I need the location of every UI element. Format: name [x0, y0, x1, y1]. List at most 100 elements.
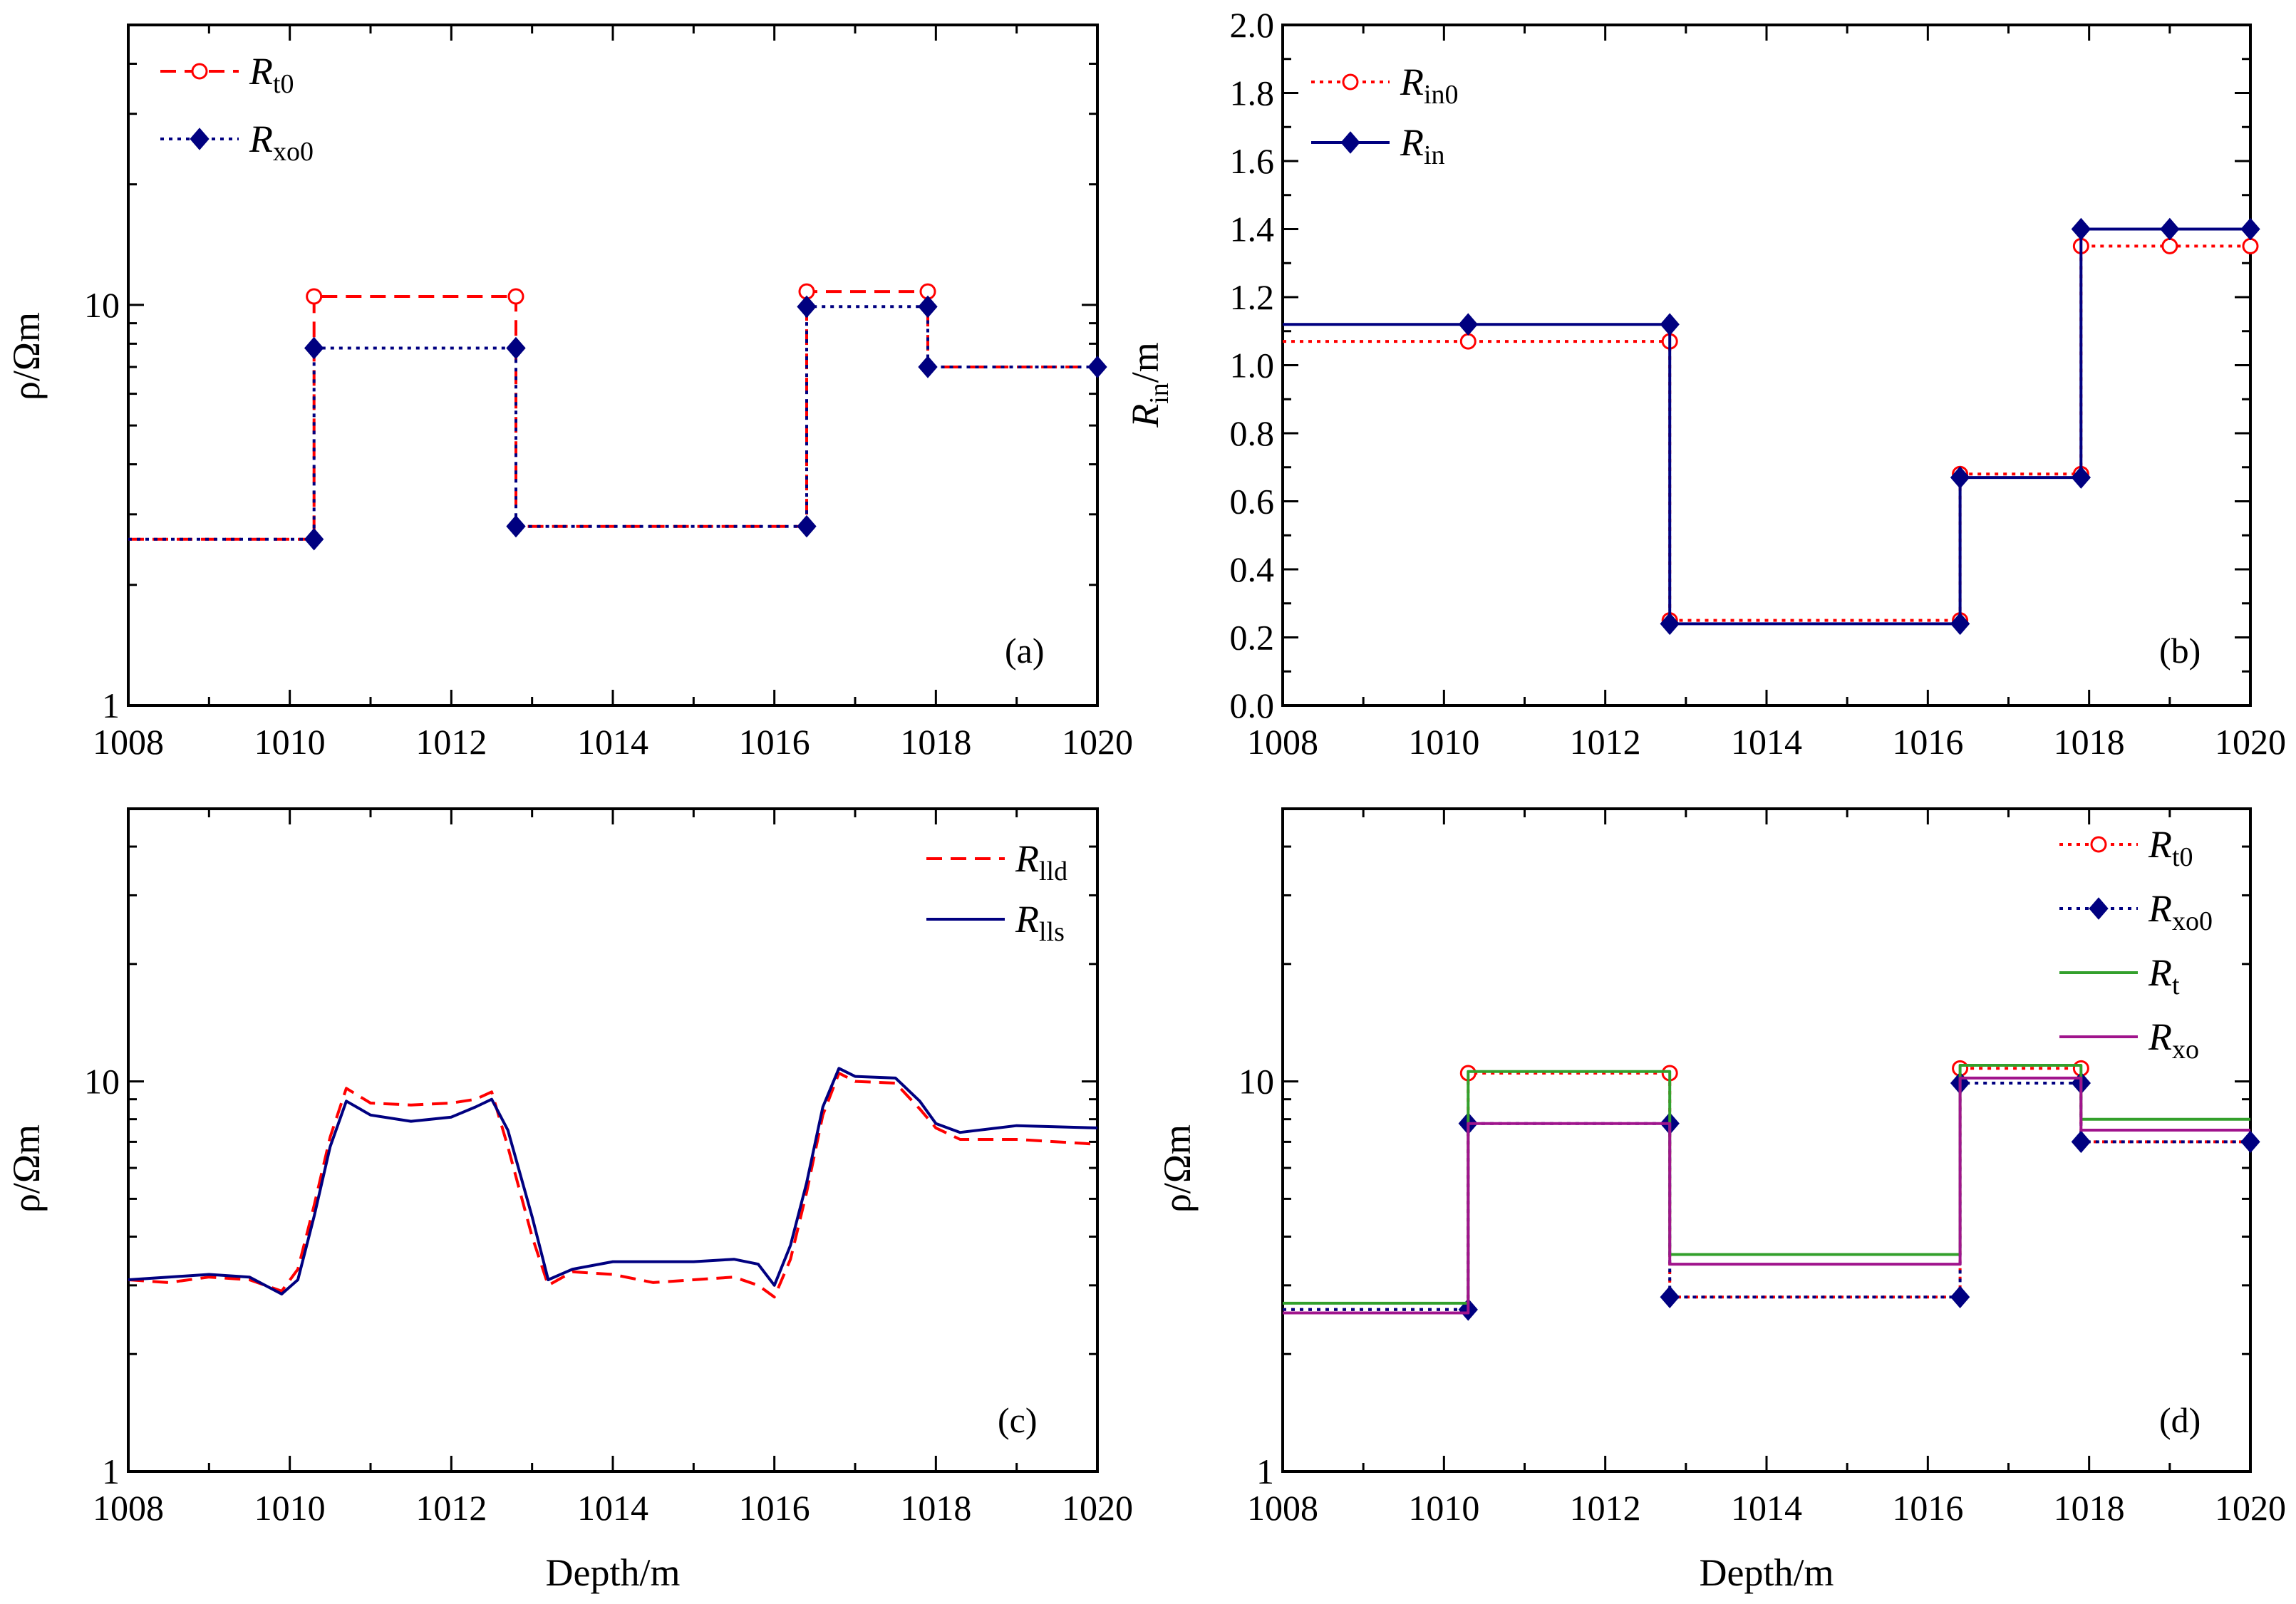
- x-tick-label: 1014: [577, 722, 648, 762]
- data-point: [1459, 333, 1477, 350]
- x-tick-label: 1018: [900, 1488, 971, 1528]
- data-point: [2160, 217, 2180, 241]
- y-axis-label: ρ/Ωm: [5, 312, 48, 400]
- legend-label-main: R: [249, 118, 273, 160]
- legend-label-main: R: [2148, 1015, 2172, 1058]
- panel-label: (b): [2159, 631, 2201, 671]
- legend-item-rxo0: Rxo0: [2059, 887, 2213, 936]
- data-point: [304, 527, 324, 551]
- data-point: [918, 356, 938, 378]
- x-tick-label: 1012: [1570, 722, 1641, 762]
- data-point: [797, 295, 817, 319]
- series-line: [128, 290, 1097, 541]
- data-point: [797, 514, 817, 538]
- legend-label: Rxo0: [249, 118, 314, 167]
- legend-marker: [2089, 897, 2109, 920]
- legend-item-rxo0: Rxo0: [160, 118, 314, 167]
- legend-label-sub: in: [1424, 140, 1445, 170]
- data-point: [2071, 1130, 2091, 1154]
- x-tick-label: 1008: [1247, 722, 1318, 762]
- legend-label-sub: t0: [2172, 842, 2193, 872]
- y-tick-label: 10: [1239, 1062, 1274, 1102]
- legend-item-rt0: Rt0: [160, 50, 294, 99]
- data-point: [2161, 237, 2178, 254]
- legend-marker: [1340, 131, 1360, 154]
- x-tick-label: 1014: [1731, 1488, 1802, 1528]
- y-tick-label: 1.0: [1230, 346, 1275, 386]
- x-tick-label: 1020: [1062, 722, 1133, 762]
- data-point: [1660, 612, 1680, 636]
- legend-label: Rin0: [1400, 61, 1459, 110]
- legend-label-sub: lls: [1039, 917, 1065, 947]
- series-line: [128, 1067, 1098, 1295]
- data-point: [1950, 1285, 1970, 1308]
- series-line: [1283, 1064, 2250, 1305]
- plot-frame: [127, 807, 1099, 1473]
- x-tick-label: 1008: [93, 1488, 164, 1528]
- chart-panel-d: 1008 1010 1012 1014 1016 1018 1020 1 10 ρ/Ωm Depth…: [1156, 807, 2286, 1594]
- data-point: [304, 336, 324, 360]
- series-line: [1283, 1082, 2250, 1311]
- x-tick-label: 1018: [900, 722, 971, 762]
- series-rt0: [1283, 1060, 2250, 1311]
- y-tick-label: 1: [1256, 1452, 1274, 1491]
- legend-label-main: R: [2148, 823, 2172, 866]
- legend-label-main: R: [2148, 951, 2172, 994]
- data-point: [1458, 313, 1478, 336]
- legend-label-sub: t0: [273, 69, 294, 99]
- x-tick-label: 1008: [93, 722, 164, 762]
- y-axis-label-main: R: [1124, 404, 1167, 428]
- data-point: [1950, 612, 1970, 636]
- series-rt0: [128, 283, 1097, 541]
- x-tick-label: 1020: [2215, 1488, 2286, 1528]
- y-tick-label: 1.6: [1230, 141, 1275, 181]
- legend-label-main: R: [1015, 898, 1039, 941]
- y-axis-label: ρ/Ωm: [5, 1124, 48, 1213]
- series-line: [128, 1072, 1098, 1299]
- x-tick-label: 1012: [415, 722, 487, 762]
- legend-label-sub: t: [2172, 971, 2180, 1000]
- legend-label-main: R: [2148, 887, 2172, 930]
- legend-label: Rxo: [2148, 1015, 2199, 1065]
- y-tick-label: 0.4: [1230, 549, 1275, 589]
- x-tick-label: 1014: [1731, 722, 1802, 762]
- legend-label-sub: xo: [2172, 1035, 2199, 1065]
- y-tick-label: 1: [102, 1452, 120, 1491]
- series-rin: [1283, 217, 2260, 636]
- series-rxo: [1283, 1076, 2250, 1315]
- panel-label: (c): [998, 1400, 1038, 1440]
- legend-label-sub: xo0: [273, 137, 314, 167]
- y-tick-label: 1.4: [1230, 209, 1275, 249]
- x-tick-label: 1020: [2215, 722, 2286, 762]
- data-point: [2071, 217, 2091, 241]
- data-point: [1087, 356, 1107, 378]
- x-tick-label: 1014: [577, 1488, 648, 1528]
- series-rxo0: [128, 295, 1107, 551]
- legend-marker: [191, 63, 208, 80]
- data-point: [2242, 237, 2259, 254]
- data-point: [2071, 466, 2091, 489]
- data-point: [918, 295, 938, 319]
- x-tick-label: 1012: [415, 1488, 487, 1528]
- y-tick-label: 0.6: [1230, 482, 1275, 522]
- legend-label-sub: in0: [1424, 80, 1459, 110]
- data-point: [506, 336, 526, 360]
- legend-label: Rt0: [249, 50, 294, 99]
- x-tick-label: 1010: [254, 1488, 326, 1528]
- series-line: [1283, 1076, 2250, 1315]
- x-tick-label: 1016: [1892, 1488, 1963, 1528]
- legend-label: Rxo0: [2148, 887, 2213, 936]
- data-point: [506, 514, 526, 538]
- y-axis-label-sub: in: [1144, 383, 1174, 404]
- legend-label-main: R: [1400, 121, 1424, 164]
- y-tick-label: 1.8: [1230, 73, 1275, 113]
- y-axis-label: Rin/m: [1124, 342, 1174, 428]
- x-tick-label: 1012: [1570, 1488, 1641, 1528]
- series-rt: [1283, 1064, 2250, 1305]
- x-tick-label: 1020: [1062, 1488, 1133, 1528]
- legend-label: Rt0: [2148, 823, 2193, 872]
- legend-item-rlld: Rlld: [926, 837, 1067, 886]
- legend-marker: [2090, 836, 2107, 853]
- y-axis-label-unit: /m: [1124, 342, 1167, 383]
